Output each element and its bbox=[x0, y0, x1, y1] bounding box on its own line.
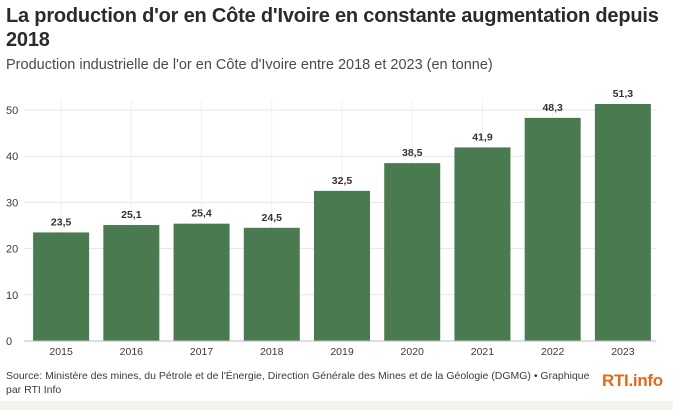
y-tick-label: 30 bbox=[6, 197, 18, 209]
y-tick-label: 10 bbox=[6, 290, 18, 302]
x-tick-label: 2015 bbox=[49, 346, 73, 358]
x-tick-label: 2021 bbox=[471, 346, 495, 358]
y-tick-label: 0 bbox=[6, 336, 12, 348]
chart-title: La production d'or en Côte d'Ivoire en c… bbox=[6, 5, 659, 51]
bar-2017 bbox=[173, 223, 230, 341]
x-tick-label: 2022 bbox=[541, 346, 565, 358]
bar-2019 bbox=[314, 190, 370, 341]
data-label: 25,1 bbox=[121, 209, 142, 221]
bar-chart: 0 10 20 30 40 50 23,5 2015 25,1 2016 25,4 2017 24,5 2… bbox=[6, 88, 656, 358]
bar-2018 bbox=[243, 227, 300, 341]
x-tick-label: 2023 bbox=[611, 346, 635, 358]
data-label: 41,9 bbox=[472, 131, 493, 143]
bar-2021 bbox=[454, 147, 511, 341]
bar-2023 bbox=[594, 103, 651, 341]
data-label: 25,4 bbox=[191, 208, 212, 220]
x-tick-label: 2016 bbox=[120, 346, 144, 358]
data-label: 48,3 bbox=[542, 102, 563, 114]
source-note: Source: Ministère des mines, du Pétrole … bbox=[6, 370, 590, 396]
x-tick-label: 2017 bbox=[190, 346, 214, 358]
data-label: 24,5 bbox=[262, 212, 283, 224]
y-tick-label: 20 bbox=[6, 244, 18, 256]
chart-subtitle: Production industrielle de l'or en Côte … bbox=[6, 57, 493, 73]
x-tick-label: 2020 bbox=[401, 346, 425, 358]
data-label: 32,5 bbox=[332, 175, 353, 187]
bar-2015 bbox=[33, 232, 90, 341]
x-tick-label: 2019 bbox=[330, 346, 354, 358]
data-label: 23,5 bbox=[51, 216, 72, 228]
bar-2016 bbox=[103, 225, 160, 341]
bar-2020 bbox=[384, 163, 441, 341]
bottom-strip bbox=[0, 401, 673, 410]
y-tick-label: 50 bbox=[6, 105, 18, 117]
bar-2022 bbox=[524, 117, 581, 341]
x-tick-label: 2018 bbox=[260, 346, 284, 358]
data-label: 38,5 bbox=[402, 147, 423, 159]
data-label: 51,3 bbox=[613, 88, 634, 100]
rti-info-logo: RTI.info bbox=[602, 371, 663, 390]
y-tick-label: 40 bbox=[6, 151, 18, 163]
